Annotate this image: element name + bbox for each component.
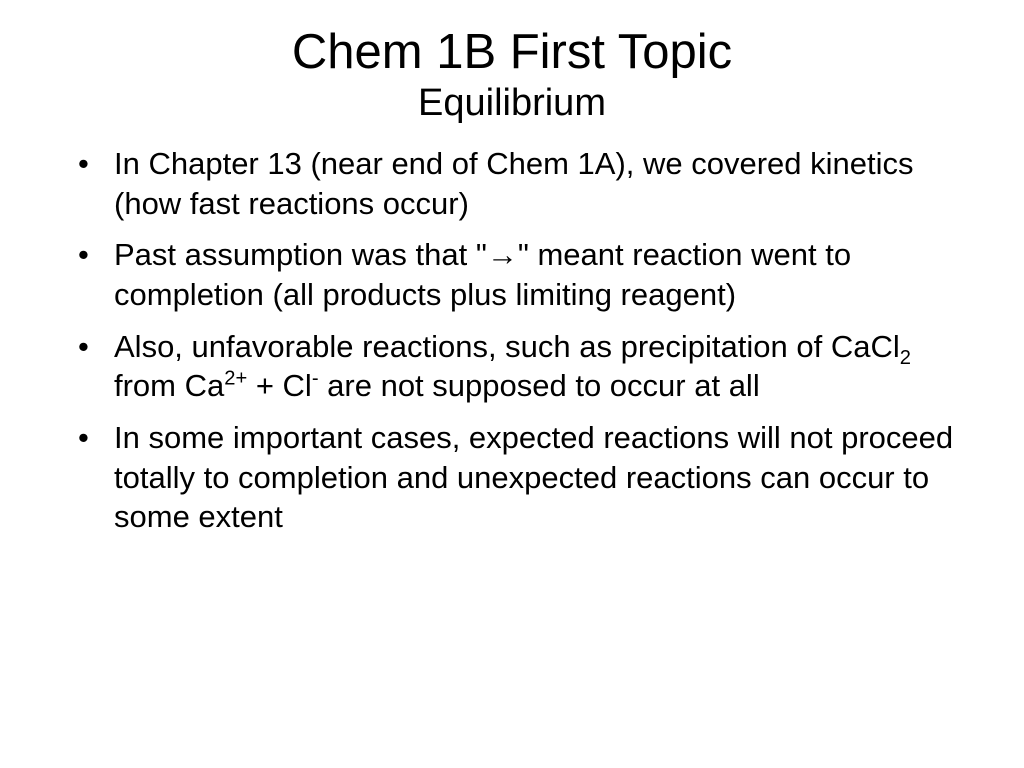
slide-subtitle: Equilibrium	[60, 82, 964, 126]
bullet-text: from Ca	[114, 368, 224, 403]
subscript: 2	[900, 347, 911, 369]
bullet-item: In Chapter 13 (near end of Chem 1A), we …	[68, 144, 964, 223]
bullet-text: In Chapter 13 (near end of Chem 1A), we …	[114, 146, 914, 221]
superscript: -	[312, 368, 319, 390]
superscript: 2+	[224, 368, 247, 390]
bullet-text: + Cl	[247, 368, 312, 403]
bullet-text: Past assumption was that "	[114, 237, 487, 272]
bullet-item: Past assumption was that "→" meant react…	[68, 235, 964, 314]
bullet-text: Also, unfavorable reactions, such as pre…	[114, 329, 900, 364]
arrow-icon: →	[487, 237, 518, 272]
bullet-list: In Chapter 13 (near end of Chem 1A), we …	[60, 144, 964, 549]
slide: Chem 1B First Topic Equilibrium In Chapt…	[0, 0, 1024, 768]
bullet-text: In some important cases, expected reacti…	[114, 420, 953, 534]
title-block: Chem 1B First Topic Equilibrium	[60, 24, 964, 126]
bullet-item: In some important cases, expected reacti…	[68, 418, 964, 537]
bullet-item: Also, unfavorable reactions, such as pre…	[68, 327, 964, 406]
slide-title: Chem 1B First Topic	[60, 24, 964, 80]
bullet-text: are not supposed to occur at all	[319, 368, 760, 403]
